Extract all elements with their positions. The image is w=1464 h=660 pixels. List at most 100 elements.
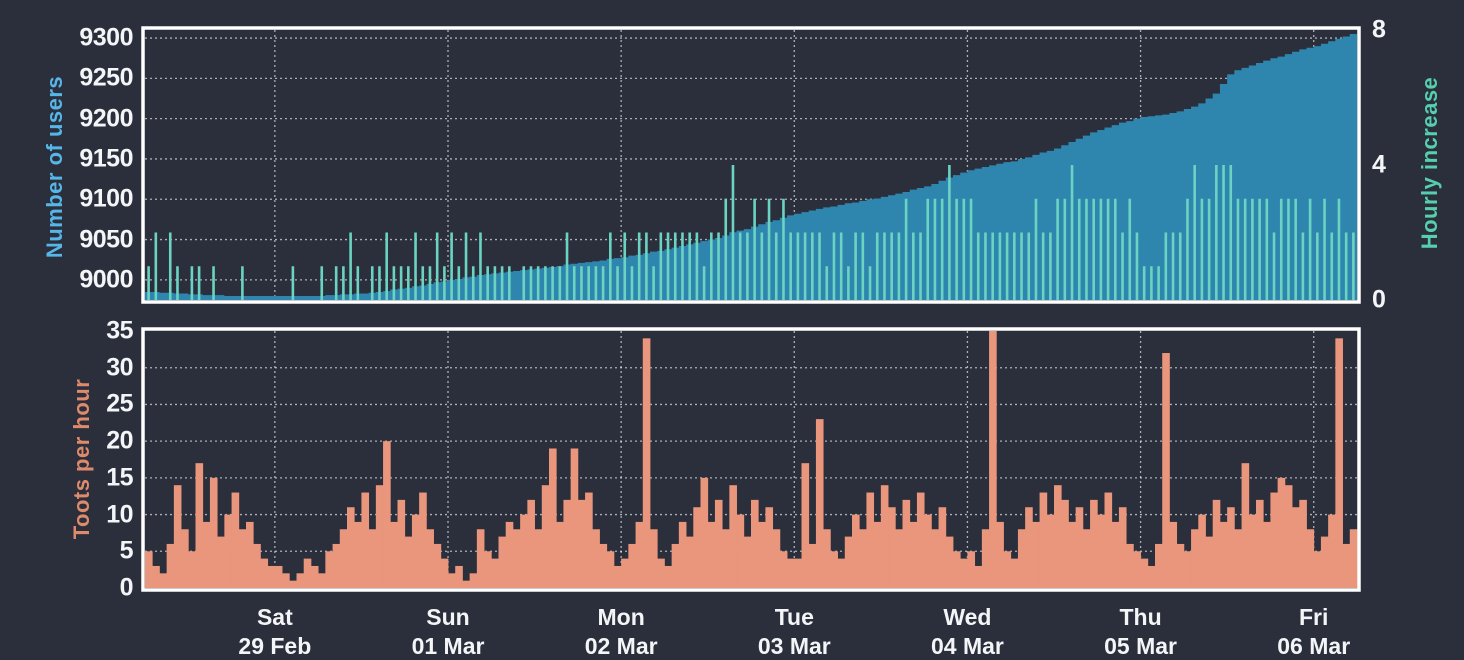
hourly-increase-bar — [1193, 165, 1196, 300]
increase-y-tick-label: 8 — [1372, 16, 1385, 45]
toots-bar — [549, 448, 557, 588]
toots-bar — [708, 522, 716, 588]
hourly-increase-bar — [761, 233, 764, 301]
toots-bar — [210, 478, 218, 588]
toots-bar — [1234, 529, 1242, 588]
toots-bar — [246, 522, 254, 588]
toots-bar — [1018, 529, 1026, 588]
hourly-increase-bar — [717, 233, 720, 301]
toots-y-tick-label: 25 — [106, 390, 133, 419]
hourly-increase-bar — [1273, 233, 1276, 301]
toots-bar — [1119, 507, 1127, 588]
toots-bar — [1112, 522, 1120, 588]
hourly-increase-bar — [407, 266, 410, 300]
users-y-tick-label: 9150 — [79, 144, 133, 173]
x-tick-day: Sun — [412, 603, 485, 632]
hourly-increase-bar — [537, 266, 540, 300]
hourly-increase-bar — [1136, 233, 1139, 301]
toots-bar — [607, 551, 615, 588]
hourly-increase-bar — [1121, 233, 1124, 301]
hourly-increase-bar — [212, 266, 215, 300]
hourly-increase-bar — [559, 266, 562, 300]
hourly-increase-bar — [710, 233, 713, 301]
toots-bar — [1155, 544, 1163, 588]
toots-bar — [1011, 559, 1019, 588]
hourly-increase-bar — [732, 165, 735, 300]
toots-bar — [1032, 522, 1040, 588]
hourly-increase-bar — [176, 266, 179, 300]
hourly-increase-bar — [1345, 233, 1348, 301]
hourly-increase-bar — [977, 233, 980, 301]
hourly-increase-bar — [638, 233, 641, 301]
hourly-increase-bar — [1330, 233, 1333, 301]
toots-bar — [592, 529, 600, 588]
x-tick-label: Wed04 Mar — [931, 603, 1004, 660]
hourly-increase-bar — [948, 165, 951, 300]
toots-bar — [224, 515, 232, 588]
x-tick-day: Mon — [585, 603, 658, 632]
hourly-increase-bar — [292, 266, 295, 300]
toots-bar — [794, 559, 802, 588]
hourly-increase-bar — [1294, 199, 1297, 300]
hourly-increase-bar — [934, 199, 937, 300]
toots-bar — [910, 522, 918, 588]
toots-bar — [1061, 500, 1069, 588]
x-tick-day: Tue — [758, 603, 831, 632]
hourly-increase-bar — [883, 233, 886, 301]
hourly-increase-bar — [941, 199, 944, 300]
toots-bar — [614, 566, 622, 588]
toots-bar — [585, 493, 593, 588]
x-tick-day: Thu — [1104, 603, 1177, 632]
hourly-increase-bar — [833, 233, 836, 301]
toots-bar — [802, 463, 810, 588]
hourly-increase-bar — [1179, 233, 1182, 301]
toots-bar — [830, 551, 838, 588]
toots-bar — [535, 529, 543, 588]
toots-bar — [953, 551, 961, 588]
toots-bar — [462, 581, 470, 588]
hourly-increase-bar — [494, 266, 497, 300]
users-y-tick-label: 9250 — [79, 64, 133, 93]
toots-bar — [729, 485, 737, 588]
toots-bar — [1169, 522, 1177, 588]
toots-bar — [628, 544, 636, 588]
toots-bar — [434, 544, 442, 588]
toots-bar — [1004, 551, 1012, 588]
hourly-increase-bar — [984, 233, 987, 301]
toots-bar — [751, 500, 759, 588]
toots-bar — [1307, 529, 1315, 588]
toots-bar — [1299, 500, 1307, 588]
users-y-tick-label: 9200 — [79, 104, 133, 133]
toots-bar — [1097, 515, 1105, 588]
hourly-increase-bar — [1071, 165, 1074, 300]
hourly-increase-bar — [436, 233, 439, 301]
hourly-increase-bar — [580, 266, 583, 300]
toots-bar — [1206, 537, 1214, 588]
toots-bar — [563, 500, 571, 588]
toots-bar — [931, 529, 939, 588]
hourly-increase-bar — [1323, 199, 1326, 300]
hourly-increase-bar — [191, 266, 194, 300]
hourly-increase-bar — [1258, 199, 1261, 300]
x-tick-date: 06 Mar — [1277, 632, 1350, 660]
hourly-increase-bar — [660, 233, 663, 301]
hourly-increase-bar — [1302, 233, 1305, 301]
hourly-increase-bar — [458, 266, 461, 300]
hourly-increase-bar — [746, 233, 749, 301]
toots-bar — [924, 515, 932, 588]
hourly-increase-bar — [782, 199, 785, 300]
hourly-increase-bar — [378, 266, 381, 300]
toots-bar — [441, 559, 449, 588]
hourly-increase-bar — [472, 266, 475, 300]
hourly-increase-bar — [775, 233, 778, 301]
hourly-increase-bar — [429, 266, 432, 300]
stats-dashboard: Number of users Hourly increase Toots pe… — [0, 0, 1464, 660]
hourly-increase-bar — [652, 266, 655, 300]
x-tick-day: Fri — [1277, 603, 1350, 632]
hourly-increase-bar — [869, 266, 872, 300]
toots-bar — [780, 551, 788, 588]
hourly-increase-bar — [804, 233, 807, 301]
users-y-tick-label: 9300 — [79, 24, 133, 53]
hourly-increase-bar — [400, 266, 403, 300]
hourly-increase-bar — [1251, 199, 1254, 300]
